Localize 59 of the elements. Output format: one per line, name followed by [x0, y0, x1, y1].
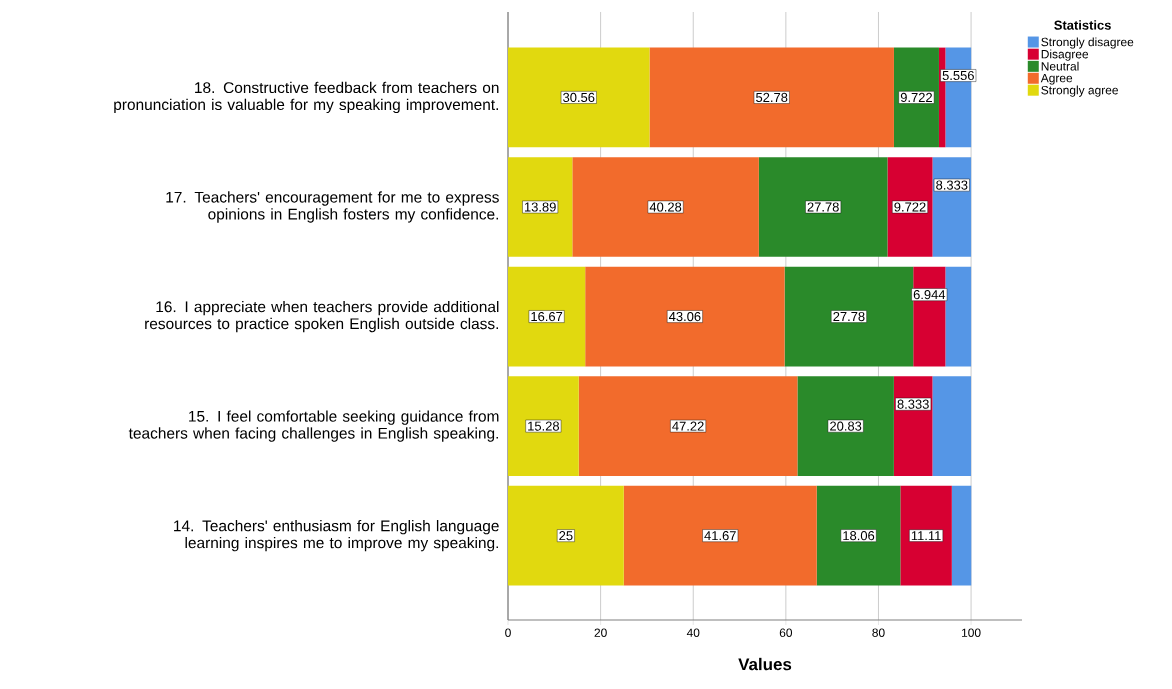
data-label: 18.06	[843, 531, 875, 541]
legend-title: Statistics	[1054, 20, 1111, 30]
data-label: 40.28	[649, 202, 682, 212]
bar	[945, 266, 972, 367]
data-label: 52.78	[756, 92, 788, 103]
data-label: 15.28	[528, 421, 560, 431]
bar	[784, 266, 914, 367]
bar	[951, 485, 972, 586]
legend-label: Disagree	[1041, 49, 1089, 61]
x-axis-title: Values	[738, 657, 792, 671]
x-tick-label: 20	[594, 628, 607, 637]
bar	[649, 47, 894, 148]
bar	[797, 376, 894, 476]
y-tick-label: 16. I appreciate when teachers provide additional resources to practice spoken English outside class.	[145, 300, 499, 333]
legend-label: Neutral	[1041, 61, 1079, 71]
bar	[572, 157, 759, 257]
data-label: 8.333	[936, 180, 968, 190]
y-tick-label: 18. Constructive feedback from teachers on pronunciation is valuable for my speaking improvement.	[114, 81, 499, 114]
bar	[893, 47, 939, 148]
data-label: 27.78	[833, 311, 865, 322]
data-label: 20.83	[830, 421, 862, 431]
x-tick-label: 100	[962, 628, 981, 637]
x-tick-label: 40	[686, 628, 700, 637]
data-label: 11.11	[911, 531, 941, 541]
data-label: 43.06	[668, 311, 701, 322]
data-label: 41.67	[704, 531, 736, 541]
bar	[508, 485, 624, 586]
bar	[508, 47, 650, 148]
bar	[887, 157, 933, 257]
data-label: 13.89	[524, 202, 556, 212]
data-label: 5.556	[942, 70, 974, 81]
data-label: 25	[559, 531, 573, 541]
data-label: 47.22	[672, 421, 704, 431]
legend-label: Strongly disagree	[1041, 37, 1134, 49]
legend-label: Agree	[1040, 73, 1073, 85]
bar	[578, 376, 798, 476]
bar	[508, 157, 573, 257]
bar	[508, 266, 586, 367]
data-label: 6.944	[913, 290, 946, 300]
data-label: 9.722	[900, 92, 932, 103]
x-tick-label: 60	[779, 628, 793, 637]
bar	[623, 485, 817, 586]
bar	[508, 376, 579, 476]
legend-label: Strongly agree	[1041, 85, 1118, 97]
y-tick-label: 14. Teachers' enthusiasm for English language learning inspires me to improve my speaking.	[174, 519, 499, 552]
data-label: 30.56	[563, 92, 595, 103]
data-label: 16.67	[531, 311, 563, 322]
data-label: 9.722	[894, 202, 926, 212]
data-label: 8.333	[897, 399, 929, 409]
bar	[932, 376, 972, 476]
bar	[758, 157, 888, 257]
data-label: 27.78	[807, 202, 839, 212]
x-tick-label: 0	[505, 628, 511, 637]
x-tick-label: 80	[872, 628, 885, 637]
y-tick-label: 17. Teachers' encouragement for me to express opinions in English fosters my confidence.	[166, 191, 499, 223]
bar	[585, 266, 785, 367]
bar	[816, 485, 901, 586]
bar	[900, 485, 952, 586]
y-tick-label: 15. I feel comfortable seeking guidance from teachers when facing challenges in English speaking.	[128, 410, 499, 442]
